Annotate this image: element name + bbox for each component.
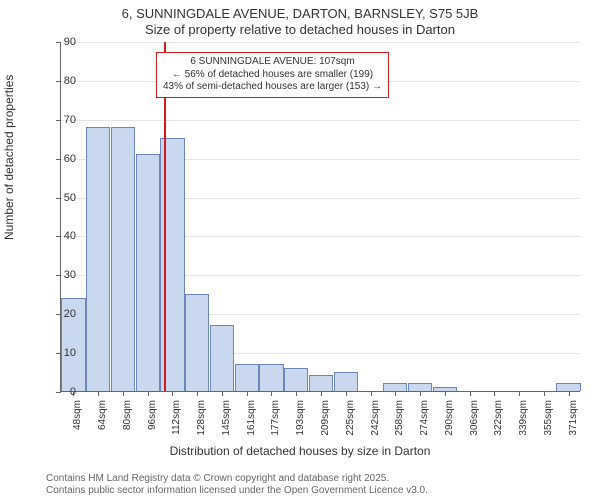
xtick-mark — [569, 391, 570, 396]
histogram-bar — [383, 383, 407, 391]
xtick-label: 209sqm — [320, 400, 331, 450]
xtick-mark — [544, 391, 545, 396]
xtick-label: 112sqm — [171, 400, 182, 450]
xtick-mark — [519, 391, 520, 396]
ytick-label: 50 — [46, 192, 76, 204]
histogram-bar — [556, 383, 580, 391]
ytick-label: 80 — [46, 75, 76, 87]
xtick-mark — [445, 391, 446, 396]
ytick-label: 10 — [46, 347, 76, 359]
xtick-label: 128sqm — [196, 400, 207, 450]
xtick-mark — [470, 391, 471, 396]
annotation-line: 6 SUNNINGDALE AVENUE: 107sqm — [163, 56, 382, 69]
ytick-label: 30 — [46, 269, 76, 281]
xtick-mark — [395, 391, 396, 396]
xtick-mark — [296, 391, 297, 396]
xtick-label: 161sqm — [246, 400, 257, 450]
y-axis-label: Number of detached properties — [2, 75, 16, 240]
chart-plot-area: 6 SUNNINGDALE AVENUE: 107sqm← 56% of det… — [60, 42, 580, 392]
histogram-bar — [136, 154, 160, 391]
xtick-label: 322sqm — [493, 400, 504, 450]
xtick-label: 258sqm — [394, 400, 405, 450]
xtick-label: 193sqm — [295, 400, 306, 450]
xtick-mark — [247, 391, 248, 396]
xtick-label: 96sqm — [147, 400, 158, 450]
ytick-label: 40 — [46, 230, 76, 242]
histogram-bar — [334, 372, 358, 391]
histogram-bar — [408, 383, 432, 391]
xtick-mark — [222, 391, 223, 396]
ytick-label: 0 — [46, 386, 76, 398]
xtick-label: 274sqm — [419, 400, 430, 450]
xtick-label: 306sqm — [469, 400, 480, 450]
chart-title-line2: Size of property relative to detached ho… — [0, 22, 600, 37]
xtick-mark — [172, 391, 173, 396]
histogram-bar — [185, 294, 209, 391]
histogram-bar — [210, 325, 234, 391]
footer-attribution-1: Contains HM Land Registry data © Crown c… — [46, 473, 389, 484]
xtick-mark — [346, 391, 347, 396]
xtick-mark — [494, 391, 495, 396]
annotation-box: 6 SUNNINGDALE AVENUE: 107sqm← 56% of det… — [156, 52, 389, 98]
histogram-bar — [309, 375, 333, 391]
xtick-label: 371sqm — [568, 400, 579, 450]
ytick-label: 70 — [46, 114, 76, 126]
histogram-bar — [235, 364, 259, 391]
histogram-bar — [86, 127, 110, 391]
xtick-label: 339sqm — [518, 400, 529, 450]
xtick-mark — [98, 391, 99, 396]
xtick-mark — [420, 391, 421, 396]
xtick-mark — [197, 391, 198, 396]
xtick-label: 80sqm — [122, 400, 133, 450]
histogram-bar — [111, 127, 135, 391]
xtick-mark — [123, 391, 124, 396]
xtick-label: 177sqm — [270, 400, 281, 450]
xtick-label: 290sqm — [444, 400, 455, 450]
histogram-bar — [259, 364, 283, 391]
gridline — [61, 120, 580, 121]
ytick-label: 90 — [46, 36, 76, 48]
chart-title-line1: 6, SUNNINGDALE AVENUE, DARTON, BARNSLEY,… — [0, 6, 600, 21]
ytick-label: 60 — [46, 153, 76, 165]
xtick-label: 355sqm — [543, 400, 554, 450]
xtick-label: 48sqm — [72, 400, 83, 450]
xtick-label: 145sqm — [221, 400, 232, 450]
xtick-mark — [321, 391, 322, 396]
xtick-label: 225sqm — [345, 400, 356, 450]
footer-attribution-2: Contains public sector information licen… — [46, 485, 428, 496]
annotation-line: ← 56% of detached houses are smaller (19… — [163, 69, 382, 82]
xtick-mark — [371, 391, 372, 396]
xtick-mark — [148, 391, 149, 396]
gridline — [61, 42, 580, 43]
xtick-label: 242sqm — [370, 400, 381, 450]
ytick-label: 20 — [46, 308, 76, 320]
annotation-line: 43% of semi-detached houses are larger (… — [163, 81, 382, 94]
xtick-label: 64sqm — [97, 400, 108, 450]
histogram-bar — [284, 368, 308, 391]
xtick-mark — [271, 391, 272, 396]
